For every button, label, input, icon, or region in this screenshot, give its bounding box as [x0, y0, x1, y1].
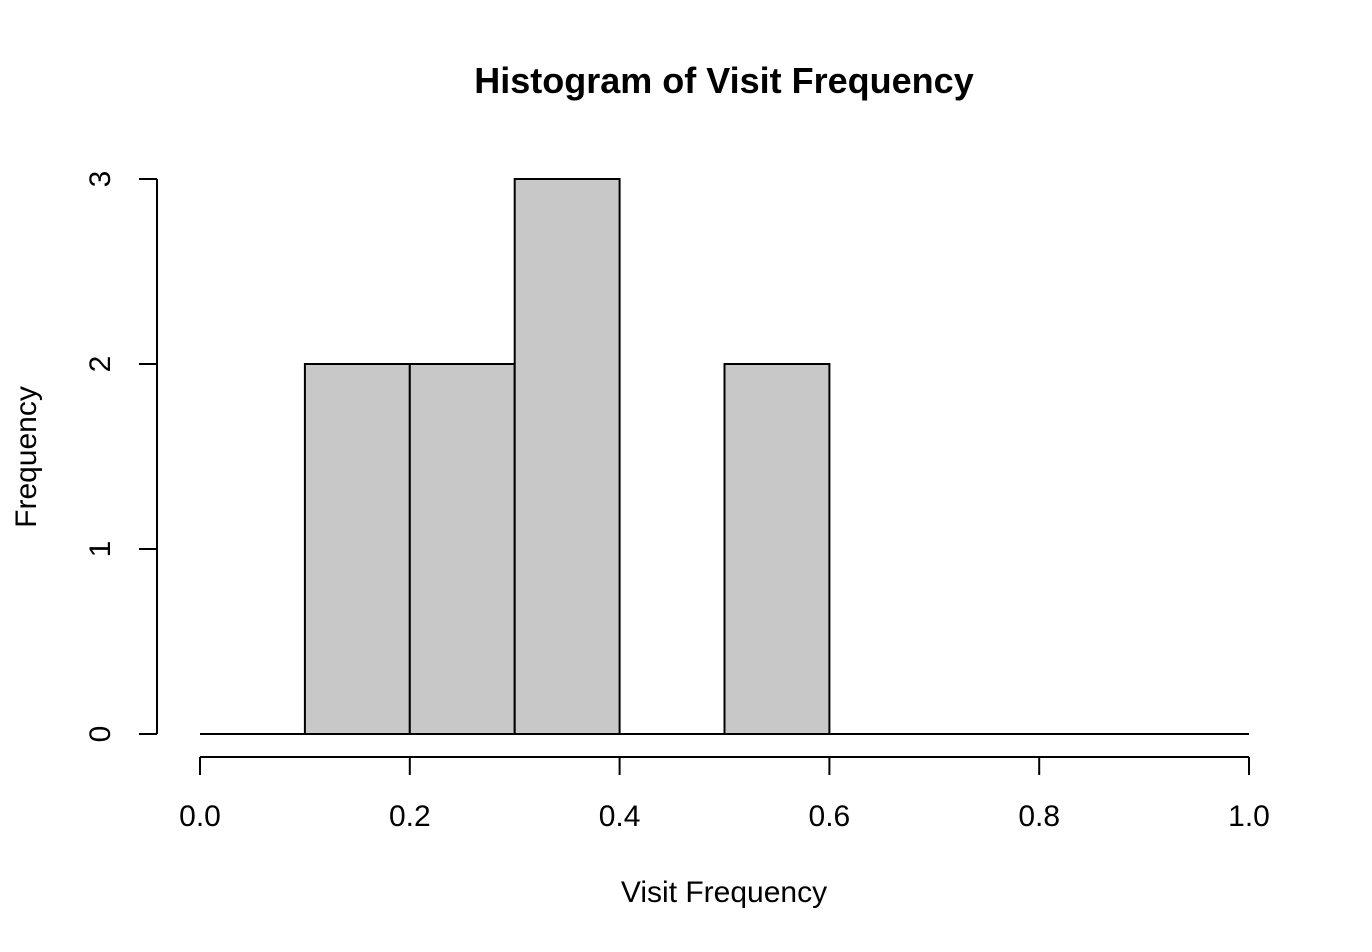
x-tick-label: 0.2 — [389, 800, 431, 833]
histogram-bar — [408, 363, 516, 735]
y-tick-label: 2 — [84, 356, 117, 373]
histogram-bar — [303, 363, 411, 735]
x-tick-label: 0.0 — [179, 800, 221, 833]
y-tick-label: 3 — [84, 171, 117, 188]
x-tick-label: 0.8 — [1018, 800, 1060, 833]
y-tick-label: 0 — [84, 726, 117, 743]
y-tick-label: 1 — [84, 541, 117, 558]
x-axis: 0.0 0.2 0.4 0.6 0.8 1.0 — [179, 756, 1270, 833]
histogram-bar — [723, 363, 831, 735]
y-axis-label: Frequency — [10, 386, 43, 528]
x-tick-label: 0.6 — [809, 800, 851, 833]
x-axis-label: Visit Frequency — [621, 876, 827, 909]
chart-title: Histogram of Visit Frequency — [474, 60, 973, 101]
bars-group — [303, 178, 831, 735]
x-tick-label: 1.0 — [1228, 800, 1270, 833]
histogram-bar — [513, 178, 621, 735]
x-tick-label: 0.4 — [599, 800, 641, 833]
y-axis: 0 1 2 3 — [84, 171, 158, 743]
